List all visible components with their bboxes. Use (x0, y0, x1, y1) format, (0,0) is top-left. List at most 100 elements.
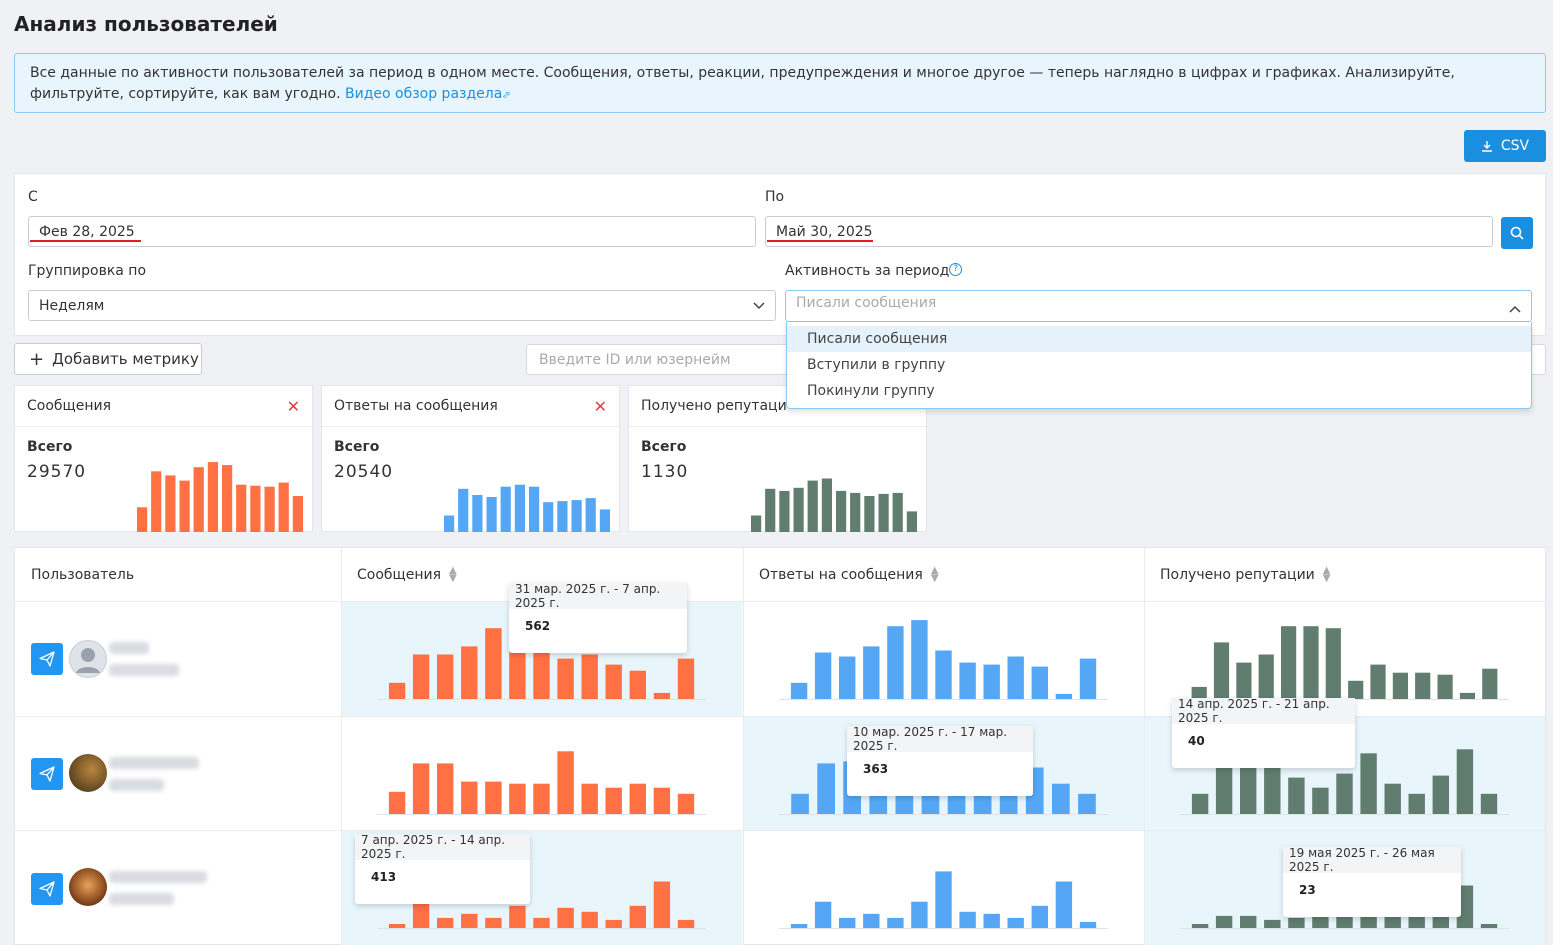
telegram-button[interactable] (31, 643, 63, 675)
chart-bar[interactable] (533, 646, 550, 699)
grouping-select[interactable]: Неделям (28, 290, 776, 321)
chart-bar[interactable] (1281, 626, 1297, 699)
chart-bar[interactable] (863, 913, 880, 928)
chart-bar[interactable] (458, 488, 469, 532)
chart-bar[interactable] (653, 692, 671, 699)
chart-bar[interactable] (1336, 773, 1353, 814)
chart-bar[interactable] (1437, 674, 1453, 699)
chart-bar[interactable] (1384, 783, 1401, 814)
chart-bar[interactable] (791, 793, 809, 814)
chart-bar[interactable] (388, 924, 406, 928)
chart-bar[interactable] (817, 763, 835, 814)
chart-bar[interactable] (250, 485, 261, 532)
chart-bar[interactable] (236, 484, 247, 532)
chart-bar[interactable] (1288, 917, 1305, 928)
chart-bar[interactable] (629, 783, 646, 814)
chart-bar[interactable] (1191, 793, 1209, 814)
csv-export-button[interactable]: CSV (1464, 130, 1546, 162)
chart-bar[interactable] (557, 751, 574, 814)
chart-bar[interactable] (533, 783, 550, 814)
chart-bar[interactable] (1312, 915, 1329, 928)
chart-bar[interactable] (1007, 656, 1024, 700)
sort-icon[interactable]: ▲ ▼ (449, 564, 457, 584)
chart-bar[interactable] (485, 781, 502, 814)
chart-bar[interactable] (959, 662, 976, 699)
chart-bar[interactable] (1408, 913, 1425, 928)
chart-bar[interactable] (1415, 672, 1431, 699)
chart-bar[interactable] (765, 488, 776, 532)
chart-bar[interactable] (461, 646, 478, 699)
chart-bar[interactable] (605, 919, 622, 928)
chart-bar[interactable] (472, 495, 483, 532)
chart-bar[interactable] (1384, 915, 1401, 928)
chart-bar[interactable] (836, 490, 847, 532)
chart-bar[interactable] (581, 911, 598, 928)
chart-bar[interactable] (605, 787, 622, 814)
chart-bar[interactable] (790, 924, 808, 928)
chart-bar[interactable] (412, 903, 430, 928)
chart-bar[interactable] (437, 917, 454, 928)
chart-bar[interactable] (437, 763, 454, 814)
chart-bar[interactable] (1480, 924, 1498, 928)
chart-bar[interactable] (892, 492, 903, 532)
chart-bar[interactable] (1240, 765, 1257, 815)
chart-bar[interactable] (1215, 765, 1233, 815)
chart-bar[interactable] (193, 467, 204, 532)
chart-bar[interactable] (1312, 787, 1329, 814)
chart-bar[interactable] (1482, 668, 1498, 699)
chart-bar[interactable] (557, 658, 574, 699)
chart-bar[interactable] (485, 917, 502, 928)
chart-bar[interactable] (1031, 666, 1048, 699)
chart-bar[interactable] (629, 905, 646, 928)
chart-bar[interactable] (207, 462, 218, 532)
chart-bar[interactable] (1191, 686, 1207, 699)
chart-bar[interactable] (906, 511, 917, 532)
chart-bar[interactable] (1408, 793, 1425, 814)
chart-bar[interactable] (983, 664, 1000, 699)
chart-bar[interactable] (814, 901, 832, 928)
chart-bar[interactable] (500, 486, 511, 532)
chart-bar[interactable] (605, 664, 622, 699)
chart-bar[interactable] (581, 783, 598, 814)
chart-bar[interactable] (839, 656, 856, 700)
chart-bar[interactable] (1007, 917, 1024, 928)
header-reputation[interactable]: Получено репутации ▲ ▼ (1144, 548, 1545, 601)
chart-bar[interactable] (485, 628, 502, 699)
chart-bar[interactable] (793, 487, 804, 532)
chart-bar[interactable] (1191, 924, 1209, 928)
activity-select[interactable]: Писали сообщения (785, 290, 1532, 322)
chart-bar[interactable] (486, 497, 497, 532)
chart-bar[interactable] (557, 907, 574, 928)
chart-bar[interactable] (1348, 680, 1364, 699)
to-date-input[interactable]: Май 30, 2025 (765, 216, 1493, 247)
chart-bar[interactable] (412, 763, 430, 814)
chart-bar[interactable] (629, 670, 646, 699)
chart-bar[interactable] (1325, 628, 1341, 699)
header-messages[interactable]: Сообщения ▲ ▼ (341, 548, 742, 601)
chart-bar[interactable] (1264, 919, 1281, 928)
chart-bar[interactable] (543, 502, 554, 532)
activity-option-joined[interactable]: Вступили в группу (807, 357, 946, 373)
chart-bar[interactable] (1480, 793, 1498, 814)
chart-bar[interactable] (1078, 793, 1096, 814)
chart-bar[interactable] (1079, 921, 1097, 928)
video-review-link[interactable]: Видео обзор раздела (345, 86, 503, 102)
chart-bar[interactable] (959, 911, 976, 928)
chart-bar[interactable] (599, 509, 610, 532)
chart-bar[interactable] (585, 498, 596, 532)
chart-bar[interactable] (1303, 626, 1319, 699)
chart-bar[interactable] (388, 682, 406, 699)
header-replies[interactable]: Ответы на сообщения ▲ ▼ (743, 548, 1144, 601)
chart-bar[interactable] (779, 490, 790, 532)
chart-bar[interactable] (509, 905, 526, 928)
chart-bar[interactable] (653, 881, 671, 929)
chart-bar[interactable] (1360, 915, 1377, 928)
chart-bar[interactable] (790, 682, 808, 699)
chart-bar[interactable] (292, 496, 303, 532)
chart-bar[interactable] (179, 480, 190, 532)
telegram-button[interactable] (31, 873, 63, 905)
chart-bar[interactable] (461, 913, 478, 928)
help-icon[interactable]: ? (949, 263, 963, 276)
chart-bar[interactable] (1031, 905, 1048, 928)
chart-bar[interactable] (571, 500, 582, 532)
